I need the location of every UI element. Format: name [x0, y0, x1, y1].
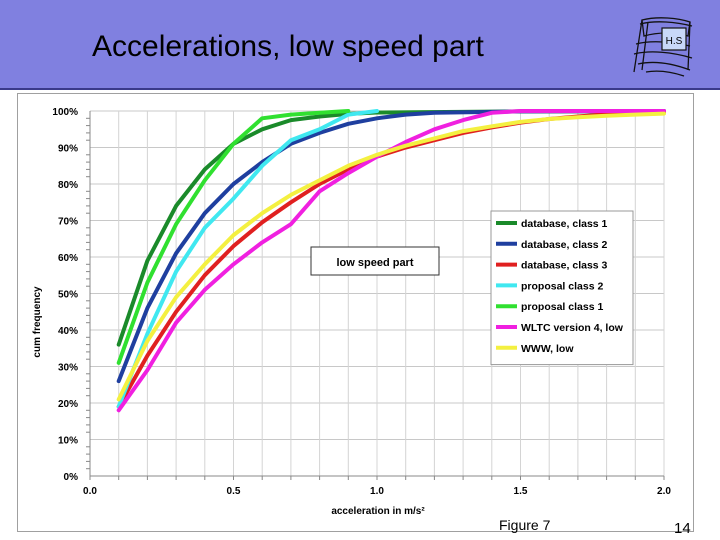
y-tick-label: 50% [58, 290, 78, 301]
series-line-2 [116, 109, 666, 384]
series-line-5 [116, 109, 351, 365]
y-tick-label: 60% [58, 253, 78, 264]
series-line-1 [116, 109, 666, 347]
y-tick-label: 10% [58, 436, 78, 447]
series-line-6 [116, 109, 666, 413]
y-tick-label: 20% [58, 399, 78, 410]
y-tick-label: 70% [58, 217, 78, 228]
y-axis-label: cum frequency [32, 286, 43, 358]
slide-header: Accelerations, low speed part H.S [0, 0, 720, 90]
hs-logo: H.S [633, 17, 693, 77]
y-tick-label: 0% [64, 472, 79, 483]
y-tick-label: 30% [58, 363, 78, 374]
legend-label: database, class 1 [521, 218, 608, 230]
legend-label: WWW, low [521, 343, 574, 355]
series-line-4 [116, 109, 379, 409]
legend-label: proposal class 2 [521, 280, 603, 292]
x-tick-label: 1.5 [514, 486, 528, 497]
y-tick-label: 40% [58, 326, 78, 337]
x-tick-label: 1.0 [370, 486, 384, 497]
y-tick-label: 100% [52, 107, 78, 118]
x-tick-label: 2.0 [657, 486, 671, 497]
chart-frame: 0% 10% 20% 30% 40% 50% 60% 70% 80% 90% 100% 0.0 0.5 1… [17, 93, 694, 532]
y-tick-label: 80% [58, 180, 78, 191]
series-line-7 [116, 111, 666, 402]
page-number: 14 [674, 520, 691, 537]
x-tick-label: 0.5 [227, 486, 241, 497]
x-tick-label: 0.0 [83, 486, 97, 497]
x-axis-label: acceleration in m/s² [331, 506, 425, 517]
legend-label: WLTC version 4, low [521, 322, 624, 334]
logo-text: H.S [666, 36, 683, 47]
figure-caption: Figure 7 [499, 517, 551, 533]
legend-label: database, class 3 [521, 260, 608, 272]
legend-box [490, 210, 634, 366]
legend-label: database, class 2 [521, 239, 608, 251]
y-tick-label: 90% [58, 144, 78, 155]
slide-title: Accelerations, low speed part [92, 30, 484, 63]
annotation-text: low speed part [336, 257, 413, 269]
legend-label: proposal class 1 [521, 301, 603, 313]
header-divider [0, 88, 720, 90]
annotation-box [310, 246, 440, 276]
cumulative-frequency-chart: 0% 10% 20% 30% 40% 50% 60% 70% 80% 90% 100% 0.0 0.5 1… [32, 107, 671, 517]
